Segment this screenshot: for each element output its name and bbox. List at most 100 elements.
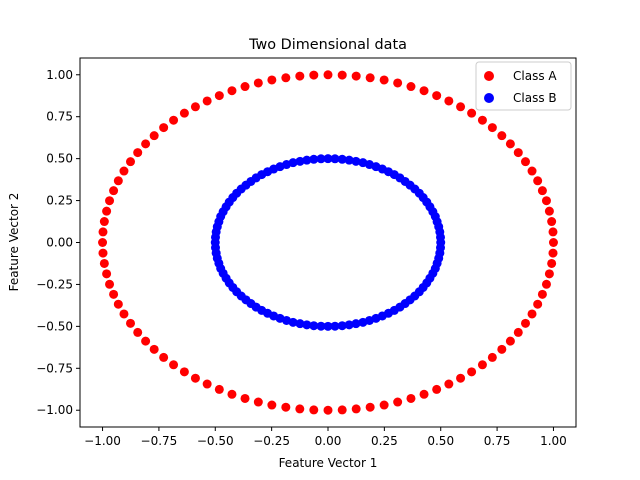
legend-marker-class-b [484, 93, 494, 103]
data-point-class-a [477, 360, 487, 370]
data-point-class-a [419, 86, 429, 96]
data-point-class-a [240, 393, 250, 403]
series-class-a [98, 70, 558, 415]
data-point-class-a [109, 289, 119, 299]
data-point-class-a [365, 402, 375, 412]
data-point-class-a [520, 318, 530, 328]
x-tick-label: −1.00 [84, 434, 121, 448]
data-point-class-a [533, 176, 543, 186]
data-points [98, 70, 558, 415]
data-point-class-a [351, 404, 361, 414]
x-tick-label: −0.25 [253, 434, 290, 448]
data-point-class-a [547, 217, 557, 227]
data-point-class-a [99, 217, 109, 227]
data-point-class-a [102, 269, 112, 279]
data-point-class-a [419, 389, 429, 399]
data-point-class-a [98, 238, 108, 247]
data-point-class-a [141, 139, 151, 149]
data-point-class-b [330, 154, 340, 164]
data-point-class-b [351, 156, 361, 166]
data-point-class-a [149, 131, 159, 141]
data-point-class-b [309, 154, 319, 164]
data-point-class-b [288, 317, 298, 327]
y-tick-label: −0.75 [36, 361, 73, 375]
data-point-class-a [214, 91, 224, 101]
data-point-class-a [527, 309, 537, 319]
y-tick-label: −1.00 [36, 403, 73, 417]
x-tick-label: 0.25 [371, 434, 398, 448]
data-point-class-a [309, 70, 319, 80]
data-point-class-a [487, 123, 497, 133]
data-point-class-a [169, 360, 179, 370]
data-point-class-b [337, 321, 347, 331]
data-point-class-a [133, 148, 143, 158]
y-axis-label: Feature Vector 2 [7, 193, 21, 292]
data-point-class-a [309, 405, 319, 415]
data-point-class-a [149, 344, 159, 354]
data-point-class-b [309, 321, 319, 331]
data-point-class-a [467, 108, 477, 118]
x-tick-label: 0.00 [315, 434, 342, 448]
data-point-class-b [344, 320, 354, 330]
data-point-class-a [133, 327, 143, 337]
data-point-class-a [169, 115, 179, 125]
data-point-class-b [358, 158, 368, 168]
data-point-class-a [533, 299, 543, 309]
y-tick-label: 0.00 [46, 236, 73, 250]
data-point-class-a [547, 258, 557, 268]
data-point-class-a [393, 397, 403, 407]
data-point-class-a [109, 186, 119, 196]
data-point-class-a [541, 196, 551, 206]
data-point-class-a [227, 389, 237, 399]
legend-marker-class-a [484, 71, 494, 81]
data-point-class-b [344, 155, 354, 165]
data-point-class-a [98, 227, 108, 237]
data-point-class-a [513, 148, 523, 158]
y-axis: −1.00 −0.75 −0.50 −0.25 0.00 0.25 0.50 0.75 1.00 [36, 68, 80, 417]
data-point-class-a [541, 279, 551, 289]
data-point-class-a [456, 102, 466, 112]
data-point-class-a [444, 379, 454, 389]
x-tick-label: 0.50 [427, 434, 454, 448]
data-point-class-a [548, 248, 558, 258]
y-tick-label: 0.50 [46, 152, 73, 166]
data-point-class-a [105, 279, 115, 289]
data-point-class-a [105, 196, 115, 206]
x-tick-label: −0.50 [197, 434, 234, 448]
data-point-class-a [537, 289, 547, 299]
data-point-class-a [102, 206, 112, 216]
chart-title: Two Dimensional data [248, 37, 407, 53]
series-class-b [210, 154, 446, 331]
data-point-class-b [436, 243, 446, 253]
data-point-class-a [214, 384, 224, 394]
data-point-class-a [432, 384, 442, 394]
data-point-class-a [295, 404, 305, 414]
data-point-class-b [295, 156, 305, 166]
data-point-class-a [487, 352, 497, 362]
data-point-class-a [406, 82, 416, 92]
x-tick-label: −0.75 [141, 434, 178, 448]
data-point-class-a [119, 309, 129, 319]
data-point-class-b [316, 321, 326, 331]
data-point-class-a [159, 123, 169, 133]
data-point-class-a [295, 71, 305, 81]
data-point-class-a [548, 238, 558, 247]
data-point-class-a [253, 397, 263, 407]
data-point-class-a [113, 176, 123, 186]
data-point-class-a [113, 299, 123, 309]
data-point-class-a [432, 91, 442, 101]
data-point-class-b [351, 319, 361, 329]
legend: Class A Class B [475, 61, 572, 111]
data-point-class-a [351, 71, 361, 81]
data-point-class-b [316, 154, 326, 164]
data-point-class-a [444, 96, 454, 106]
data-point-class-a [548, 227, 558, 237]
y-tick-label: −0.50 [36, 319, 73, 333]
data-point-class-b [323, 321, 333, 331]
x-tick-label: 0.75 [484, 434, 511, 448]
data-point-class-a [267, 75, 277, 85]
data-point-class-a [393, 78, 403, 88]
data-point-class-a [119, 166, 129, 176]
data-point-class-a [202, 379, 212, 389]
data-point-class-a [537, 186, 547, 196]
